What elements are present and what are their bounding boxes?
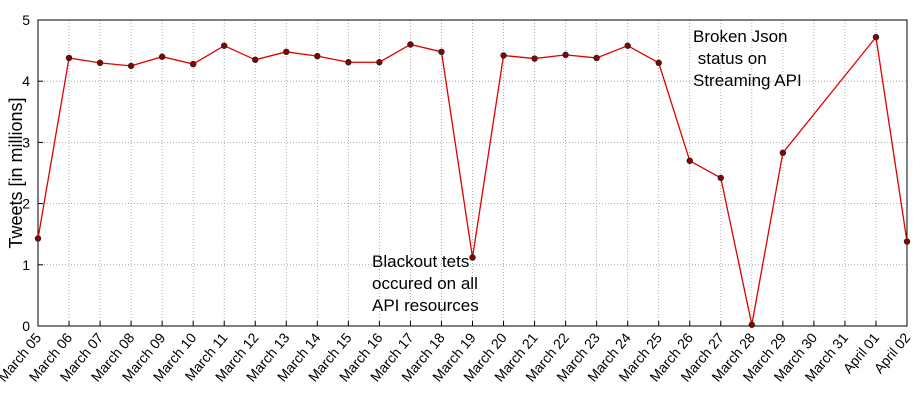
y-tick-label: 2 — [22, 196, 30, 212]
point — [469, 254, 476, 261]
annotation: Blackout tets — [372, 252, 469, 271]
point — [34, 235, 42, 242]
point — [748, 321, 756, 328]
point — [345, 59, 352, 66]
point — [500, 52, 507, 59]
annotation: Broken Json — [693, 27, 788, 46]
point — [252, 56, 259, 63]
point — [314, 52, 321, 60]
point — [283, 48, 290, 56]
point — [221, 42, 228, 49]
point — [407, 41, 414, 48]
point — [655, 59, 662, 67]
point — [438, 48, 445, 56]
y-axis-label: Tweets [in millions] — [6, 97, 26, 248]
y-tick-label: 3 — [22, 134, 30, 150]
point — [624, 42, 631, 49]
point — [903, 238, 911, 245]
annotation: Streaming API — [693, 71, 802, 90]
point — [376, 59, 383, 66]
y-tick-label: 0 — [22, 318, 30, 334]
point — [717, 174, 724, 182]
point — [779, 149, 787, 157]
point — [562, 51, 569, 59]
point — [531, 55, 538, 62]
annotation: API resources — [372, 296, 479, 315]
point — [686, 157, 693, 164]
point — [127, 62, 135, 70]
point — [593, 54, 600, 62]
point — [158, 53, 166, 60]
annotation: occured on all — [372, 274, 478, 293]
point — [189, 60, 197, 68]
y-tick-label: 1 — [22, 257, 30, 273]
point — [872, 33, 880, 41]
y-tick-label: 4 — [22, 73, 30, 89]
annotation: status on — [693, 49, 767, 68]
y-tick-label: 5 — [22, 12, 30, 28]
point — [65, 54, 73, 62]
point — [96, 59, 104, 67]
plot-frame — [37, 19, 908, 327]
